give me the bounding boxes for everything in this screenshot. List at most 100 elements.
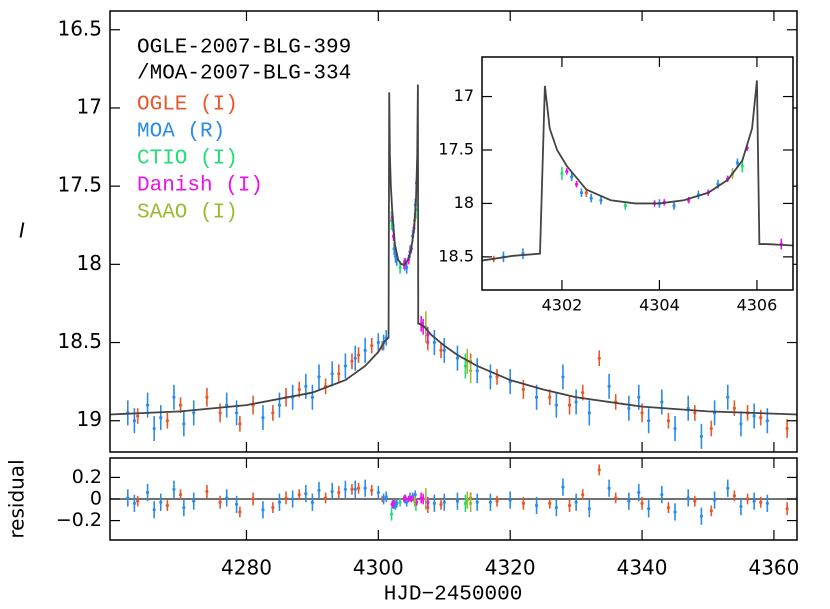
data-point [205,395,209,399]
data-point [136,414,140,418]
data-point [24,279,27,282]
data-point [534,503,539,508]
y-tick-label: 16.5 [57,16,102,40]
data-point [759,415,763,420]
data-point [145,490,150,495]
data-point [739,422,743,426]
data-point [405,500,409,504]
data-point [170,277,173,280]
data-point [152,508,156,512]
data-point [548,395,552,399]
x-tick-label: 4360 [748,556,799,580]
legend-entry: CTIO (I) [137,148,238,171]
data-point [589,196,593,200]
data-point [574,500,578,504]
y-tick-label: 18.5 [57,329,102,353]
x-tick-label: 4306 [737,296,778,315]
data-point [122,277,125,280]
y-tick-label: 0.2 [72,466,102,488]
data-point [413,499,417,503]
data-point [424,497,428,501]
model-curve [482,80,793,262]
data-point [238,510,242,514]
data-point [439,502,443,506]
data-point [442,348,446,352]
data-point [363,486,367,490]
y-tick-label: 0 [90,488,102,510]
data-point [752,414,756,418]
data-point [432,340,436,345]
data-point [350,487,354,491]
data-point [469,501,473,505]
data-point [356,486,361,490]
data-point [337,490,341,495]
panel-frame [109,10,798,453]
data-point [739,504,743,509]
data-point [439,348,443,352]
data-point [495,499,499,503]
data-point [395,501,399,505]
data-point [268,268,271,271]
y-tick-label: 18 [77,251,102,275]
data-point [178,403,183,407]
data-point [463,501,467,505]
data-point [343,364,347,368]
data-point [426,500,430,504]
data-point [291,497,295,501]
data-point [136,499,140,503]
data-point [277,500,282,504]
x-tick-label: 4340 [617,556,668,580]
data-point [673,510,677,514]
data-point [637,395,641,399]
data-point [647,419,651,423]
data-point [693,499,697,503]
data-point [554,403,558,407]
data-point [225,403,229,407]
data-point [647,507,651,511]
data-point [172,487,176,491]
data-point [565,169,569,173]
data-point [261,415,265,420]
data-point [376,490,380,495]
data-point [172,395,176,399]
x-tick-label: 4320 [485,556,536,580]
data-point [73,285,76,288]
data-point [353,487,357,491]
data-point [623,203,627,208]
data-point [814,245,817,248]
panel-frame [481,56,794,291]
data-point [317,264,320,267]
data-point [370,488,374,492]
data-point [132,501,136,505]
data-point [382,497,386,501]
x-tick-label: 4304 [639,296,680,315]
legend-entry: MOA (R) [137,121,225,144]
data-point [637,490,641,495]
data-point [310,395,315,399]
data-point [370,344,374,348]
y-tick-label: 18.5 [438,246,474,265]
data-point [561,485,565,489]
data-point [660,493,664,497]
data-point [560,171,564,176]
data-point [614,496,618,500]
data-point [182,506,186,510]
data-point [330,489,334,494]
data-point [330,372,334,376]
data-point [574,400,578,404]
data-point [421,497,425,501]
data-point [165,503,169,508]
data-point [343,487,347,491]
data-point [251,497,255,501]
data-point [145,403,150,407]
data-point [205,489,209,494]
data-point [574,182,579,186]
data-point [693,411,697,415]
data-point [292,266,295,269]
data-point [455,499,460,503]
data-point [284,496,288,500]
data-point [699,514,704,518]
data-point [567,503,572,508]
data-point [660,400,664,404]
data-point [363,348,367,352]
